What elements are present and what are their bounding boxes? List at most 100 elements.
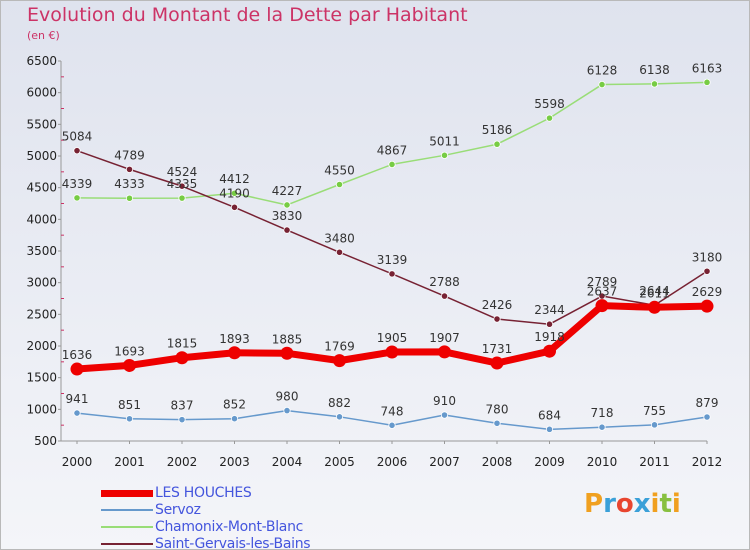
- data-point: [280, 346, 294, 360]
- data-label: 4524: [167, 165, 198, 179]
- data-point: [700, 299, 714, 313]
- data-point: [335, 180, 344, 189]
- data-label: 2788: [429, 275, 460, 289]
- x-tick-label: 2003: [219, 455, 250, 469]
- data-label: 2789: [587, 275, 618, 289]
- data-label: 882: [328, 396, 351, 410]
- y-tick-label: 4500: [26, 181, 57, 195]
- data-point: [545, 425, 554, 433]
- data-point: [335, 248, 344, 256]
- data-label: 852: [223, 398, 246, 412]
- data-point: [545, 320, 554, 328]
- logo-letter: r: [603, 489, 616, 519]
- data-point: [73, 147, 81, 155]
- chart-subtitle: (en €): [27, 29, 60, 42]
- legend-item: LES HOUCHES: [101, 485, 401, 502]
- data-label: 879: [696, 396, 719, 410]
- x-tick-label: 2001: [114, 455, 145, 469]
- data-label: 684: [538, 408, 561, 422]
- data-label: 1769: [324, 340, 355, 354]
- series-layer: [70, 78, 714, 433]
- data-label: 4339: [62, 177, 93, 191]
- data-label: 4190: [219, 186, 250, 200]
- data-point: [490, 356, 504, 370]
- logo-letter: i: [650, 489, 660, 519]
- data-label: 4412: [219, 172, 250, 186]
- data-point: [123, 358, 136, 372]
- data-point: [703, 413, 711, 421]
- data-point: [648, 300, 661, 314]
- data-label: 4227: [272, 184, 303, 198]
- data-label: 851: [118, 398, 141, 412]
- logo-letter: t: [659, 489, 672, 519]
- data-point: [385, 345, 399, 359]
- legend-swatch: [101, 489, 153, 497]
- data-point: [440, 411, 449, 419]
- data-point: [493, 419, 501, 427]
- legend-label: Saint-Gervais-les-Bains: [155, 536, 311, 550]
- data-point: [283, 201, 291, 209]
- data-label: 4333: [114, 177, 145, 191]
- data-label: 2644: [639, 284, 670, 298]
- data-label: 755: [643, 404, 666, 418]
- data-labels-layer: 4339 4333 4335 4412 4227 4550 4867 5011 5186 5598…: [62, 61, 723, 422]
- proxiti-logo: Proxiti: [584, 489, 681, 519]
- data-point: [70, 362, 84, 376]
- data-point: [545, 114, 554, 122]
- data-point: [598, 423, 606, 431]
- data-label: 941: [66, 392, 89, 406]
- data-label: 2629: [692, 285, 723, 299]
- data-label: 3139: [377, 253, 408, 267]
- x-tick-label: 2007: [429, 455, 460, 469]
- data-label: 1905: [377, 331, 408, 345]
- series-les-houches: [70, 299, 714, 376]
- data-point: [73, 409, 81, 417]
- chart-legend: LES HOUCHES Servoz Chamonix-Mont-Blanc Sain…: [101, 485, 401, 550]
- logo-letter: P: [584, 489, 604, 519]
- y-tick-label: 5500: [26, 117, 57, 131]
- data-point: [125, 165, 134, 173]
- data-point: [598, 80, 606, 89]
- data-label: 1918: [534, 330, 565, 344]
- data-point: [388, 270, 396, 278]
- data-label: 2426: [482, 298, 513, 312]
- y-tick-label: 6500: [26, 54, 57, 68]
- legend-swatch: [101, 509, 153, 511]
- legend-item: Saint-Gervais-les-Bains: [101, 536, 401, 550]
- data-point: [228, 346, 241, 360]
- data-label: 4867: [377, 143, 408, 157]
- data-label: 4789: [114, 148, 145, 162]
- logo-letter: i: [671, 489, 681, 519]
- data-point: [703, 267, 711, 275]
- x-tick-label: 2004: [272, 455, 303, 469]
- data-label: 3180: [692, 250, 723, 264]
- data-label: 5598: [534, 97, 565, 111]
- data-label: 3830: [272, 209, 303, 223]
- x-tick-label: 2006: [377, 455, 408, 469]
- data-point: [335, 413, 344, 421]
- data-point: [595, 299, 609, 313]
- data-point: [283, 226, 291, 234]
- x-tick-label: 2012: [692, 455, 723, 469]
- x-tick-label: 2010: [587, 455, 618, 469]
- y-tick-label: 3000: [26, 276, 57, 290]
- data-point: [125, 194, 134, 202]
- data-point: [650, 421, 659, 429]
- data-label: 837: [171, 399, 194, 413]
- data-label: 6163: [692, 61, 723, 75]
- legend-label: Servoz: [155, 502, 201, 518]
- legend-label: Chamonix-Mont-Blanc: [155, 519, 304, 535]
- x-tick-label: 2005: [324, 455, 355, 469]
- data-point: [283, 406, 291, 415]
- data-point: [178, 416, 186, 424]
- legend-swatch: [101, 526, 153, 528]
- legend-item: Servoz: [101, 502, 401, 519]
- data-point: [440, 292, 449, 300]
- data-point: [230, 189, 239, 197]
- data-point: [125, 415, 134, 423]
- y-tick-label: 3500: [26, 244, 57, 258]
- data-point: [388, 421, 396, 429]
- data-point: [650, 80, 659, 88]
- x-tick-label: 2002: [167, 455, 198, 469]
